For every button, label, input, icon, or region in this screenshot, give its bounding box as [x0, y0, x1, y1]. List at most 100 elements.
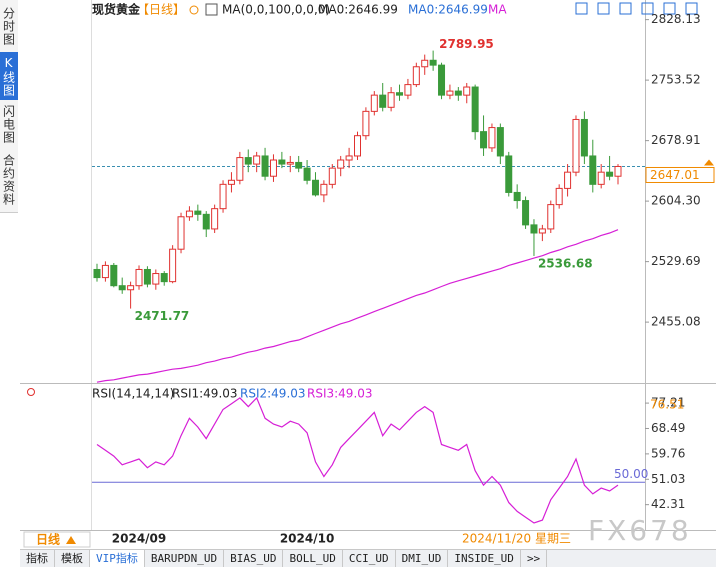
- candle-body: [311, 179, 319, 196]
- tool-icon[interactable]: [663, 2, 676, 15]
- legend-item: MA0:2646.99: [408, 3, 488, 17]
- candle-body: [555, 187, 563, 206]
- candle-body: [429, 59, 437, 66]
- side-tab[interactable]: 分时图: [0, 0, 18, 53]
- tool-icon[interactable]: [619, 2, 632, 15]
- low-label: 2471.77: [135, 309, 190, 323]
- candle-body: [202, 213, 210, 230]
- candle-body: [404, 84, 412, 96]
- candle-body: [547, 204, 555, 230]
- candle-body: [345, 155, 353, 161]
- tool-icon[interactable]: [575, 2, 588, 15]
- candle-body: [253, 155, 261, 165]
- settings-icon[interactable]: [205, 3, 218, 16]
- y-tick-label: 2604.30: [651, 194, 701, 208]
- current-price-box: [645, 166, 715, 183]
- tab-bar: 指标 模板 VIP指标 BARUPDN_UD BIAS_UD BOLL_UD CCI_UD D…: [20, 549, 716, 567]
- candle-body: [421, 59, 429, 68]
- candle-body: [118, 285, 126, 291]
- y-tick-label: 2455.08: [651, 315, 701, 329]
- y-tick-label: 42.31: [651, 497, 685, 511]
- rsi-legend-item: RSI(14,14,14): [92, 387, 174, 401]
- tab[interactable]: >>: [521, 550, 548, 567]
- add-icon[interactable]: [189, 5, 199, 15]
- candle-body: [597, 171, 605, 185]
- candle-body: [303, 167, 311, 181]
- tool-icon[interactable]: [597, 2, 610, 15]
- tab[interactable]: BOLL_UD: [283, 550, 343, 567]
- tab[interactable]: BARUPDN_UD: [145, 550, 225, 567]
- x-tick-label: 2024/09: [112, 532, 166, 546]
- candle-body: [454, 90, 462, 96]
- side-tab[interactable]: K线图: [0, 52, 18, 101]
- period-tab[interactable]: 日线: [36, 532, 60, 547]
- tab[interactable]: BIAS_UD: [224, 550, 284, 567]
- cursor-value: 76.51: [650, 398, 684, 412]
- period-arrow[interactable]: [66, 536, 76, 544]
- tab[interactable]: CCI_UD: [343, 550, 396, 567]
- candle-body: [286, 161, 294, 165]
- legend-item: MA0:2646.99: [318, 3, 398, 17]
- rsi-settings-icon[interactable]: [27, 388, 35, 396]
- toolbar-icons: [575, 2, 698, 15]
- candle-body: [412, 66, 420, 86]
- candle-body: [244, 157, 252, 165]
- candle-body: [328, 167, 336, 185]
- low-label: 2536.68: [538, 256, 593, 270]
- tab[interactable]: VIP指标: [90, 550, 145, 567]
- candle-body: [538, 228, 546, 234]
- candle-body: [480, 131, 488, 149]
- legend-item: 现货黄金: [92, 2, 141, 17]
- candle-body: [185, 210, 193, 218]
- side-tab[interactable]: 闪电图: [0, 100, 18, 149]
- background: [20, 0, 716, 549]
- candle-body: [614, 165, 622, 177]
- candle-body: [513, 191, 521, 202]
- candle-body: [572, 118, 580, 173]
- candle-body: [211, 208, 219, 230]
- candle-body: [295, 161, 303, 169]
- candle-body: [505, 155, 513, 193]
- watermark: FX678: [588, 514, 692, 547]
- candle-body: [354, 135, 361, 157]
- candle-body: [278, 159, 286, 165]
- y-tick-label: 51.03: [651, 472, 685, 486]
- y-tick-label: 59.76: [651, 446, 685, 460]
- candle-body: [320, 183, 328, 196]
- candle-body: [606, 171, 614, 177]
- side-tab[interactable]: 合约资料: [0, 148, 18, 213]
- candle-body: [177, 216, 185, 250]
- candle-body: [93, 268, 101, 279]
- candle-body: [219, 183, 227, 210]
- tool-icon[interactable]: [641, 2, 654, 15]
- candle-body: [463, 86, 471, 96]
- candle-body: [269, 159, 277, 177]
- reference-label: 50.00: [614, 467, 648, 481]
- candle-body: [127, 285, 135, 291]
- x-tick-label: 2024/10: [280, 532, 334, 546]
- candle-body: [227, 179, 235, 185]
- candle-body: [261, 155, 269, 177]
- candle-body: [152, 273, 160, 285]
- tool-icon[interactable]: [685, 2, 698, 15]
- candle-body: [110, 264, 118, 287]
- candle-body: [522, 200, 530, 226]
- tab[interactable]: 指标: [20, 550, 55, 567]
- tab[interactable]: DMI_UD: [396, 550, 449, 567]
- tab[interactable]: INSIDE_UD: [448, 550, 521, 567]
- candle-body: [387, 92, 395, 108]
- candle-body: [194, 210, 202, 215]
- rsi-legend-item: RSI3:49.03: [307, 387, 373, 401]
- legend-item: MA: [488, 3, 507, 17]
- candle-body: [496, 127, 504, 157]
- legend-item: MA(0,0,100,0,0,0): [222, 3, 330, 17]
- y-tick-label: 2678.91: [651, 133, 701, 147]
- rsi-line: [96, 396, 619, 524]
- y-tick-label: 2828.13: [651, 12, 701, 26]
- tab[interactable]: 模板: [55, 550, 90, 567]
- candle-body: [379, 94, 387, 108]
- y-tick-label: 77.21: [651, 396, 685, 410]
- candle-body: [589, 155, 597, 185]
